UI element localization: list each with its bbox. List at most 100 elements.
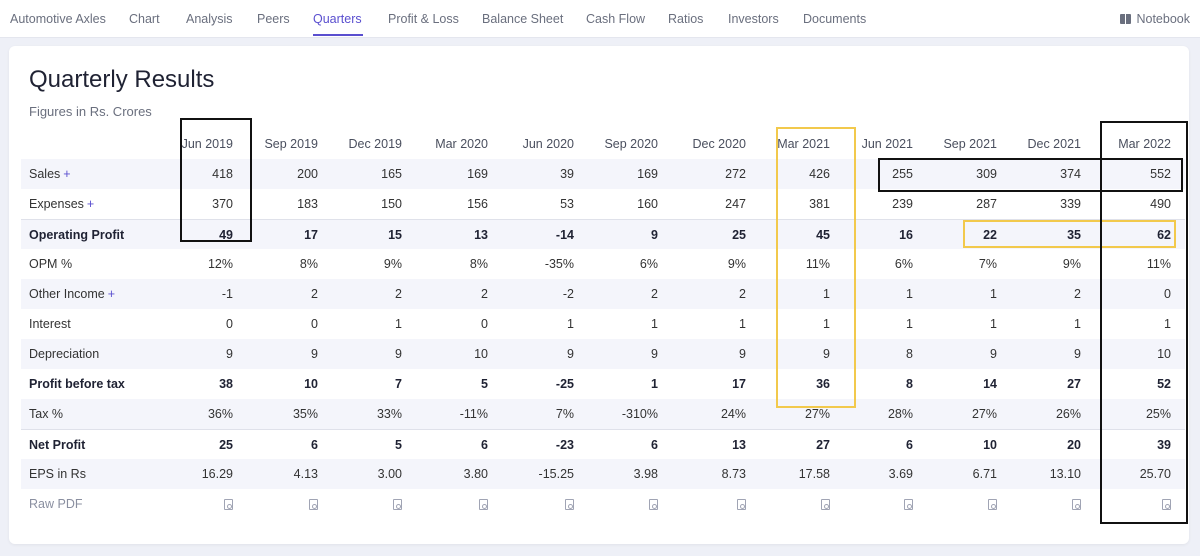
table-cell: 9 (1074, 347, 1081, 361)
table-header-row: Jun 2019 Sep 2019 Dec 2019 Mar 2020 Jun 2020… (21, 129, 1185, 159)
table-cell: 17.58 (798, 467, 830, 481)
table-cell: 3.00 (377, 467, 402, 481)
pdf-file-icon[interactable] (479, 499, 488, 511)
table-cell: 8 (906, 377, 913, 391)
column-header: Jun 2019 (181, 137, 233, 151)
raw-pdf-cell (494, 489, 574, 519)
nav-peers[interactable]: Peers (257, 12, 290, 26)
notebook-button[interactable]: Notebook (1120, 12, 1190, 26)
table-cell: 11% (805, 257, 830, 271)
table-cell: 426 (809, 167, 830, 181)
pdf-file-icon[interactable] (988, 499, 997, 511)
table-cell: 52 (1157, 377, 1171, 391)
row-label-text: Operating Profit (29, 228, 125, 242)
raw-pdf-cell (666, 489, 746, 519)
table-cell: 1 (739, 317, 746, 331)
pdf-file-icon[interactable] (1072, 499, 1081, 511)
table-cell: 8% (299, 257, 318, 271)
expand-plus-icon[interactable]: + (86, 197, 95, 211)
table-cell: -310% (621, 407, 658, 421)
table-cell: 272 (725, 167, 746, 181)
row-label[interactable]: Expenses + (29, 189, 94, 219)
pdf-file-icon[interactable] (737, 499, 746, 511)
pdf-file-icon[interactable] (309, 499, 318, 511)
table-cell: 200 (297, 167, 318, 181)
table-cell: 7% (555, 407, 574, 421)
table-cell: 0 (481, 317, 488, 331)
table-cell: 13 (732, 438, 746, 452)
column-header: Dec 2020 (692, 137, 746, 151)
row-label[interactable]: Other Income + (29, 279, 115, 309)
table-cell: 35% (292, 407, 318, 421)
column-header: Dec 2021 (1027, 137, 1081, 151)
table-cell: -35% (544, 257, 574, 271)
pdf-file-icon[interactable] (565, 499, 574, 511)
table-cell: 9 (311, 347, 318, 361)
table-cell: 39 (560, 167, 574, 181)
raw-pdf-label: Raw PDF (29, 497, 83, 511)
nav-quarters[interactable]: Quarters (313, 12, 362, 26)
table-cell: 6% (894, 257, 913, 271)
nav-analysis[interactable]: Analysis (186, 12, 233, 26)
table-cell: 169 (637, 167, 658, 181)
nav-documents[interactable]: Documents (803, 12, 867, 26)
table-cell: 27% (971, 407, 997, 421)
table-cell: 169 (467, 167, 488, 181)
pdf-file-icon[interactable] (904, 499, 913, 511)
pdf-file-icon[interactable] (393, 499, 402, 511)
row-label-text: Expenses (29, 197, 84, 211)
table-row: Tax % 36% 35% 33% -11% 7% -310% 24% 27% 28% 27% 26%… (21, 399, 1185, 429)
table-cell: 183 (297, 197, 318, 211)
nav-company-name[interactable]: Automotive Axles (10, 12, 106, 26)
column-header: Dec 2019 (348, 137, 402, 151)
nav-balance-sheet[interactable]: Balance Sheet (482, 12, 564, 26)
row-label: EPS in Rs (29, 459, 86, 489)
table-cell: 8 (906, 347, 913, 361)
table-cell: 0 (1164, 287, 1171, 301)
table-cell: 1 (1164, 317, 1171, 331)
column-header: Jun 2020 (522, 137, 574, 151)
active-tab-indicator (313, 34, 363, 36)
table-cell: 374 (1060, 167, 1081, 181)
table-cell: 6 (311, 438, 318, 452)
column-header: Jun 2021 (861, 137, 913, 151)
row-label[interactable]: Sales + (29, 159, 71, 189)
table-cell: 1 (990, 317, 997, 331)
table-row: Sales +418 200 165 169 39 169 272 426 255 309 374 55… (21, 159, 1185, 189)
table-cell: 33% (376, 407, 402, 421)
nav-ratios[interactable]: Ratios (668, 12, 704, 26)
table-cell: 9 (651, 228, 658, 242)
table-cell: 8% (469, 257, 488, 271)
table-row: OPM % 12% 8% 9% 8% -35% 6% 9% 11% 6% 7% 9% 11% (21, 249, 1185, 279)
pdf-file-icon[interactable] (821, 499, 830, 511)
nav-chart[interactable]: Chart (129, 12, 160, 26)
pdf-file-icon[interactable] (1162, 499, 1171, 511)
table-cell: 25 (219, 438, 233, 452)
expand-plus-icon[interactable]: + (107, 287, 116, 301)
table-cell: 49 (219, 228, 233, 242)
row-label-text: OPM % (29, 257, 73, 271)
table-cell: 1 (906, 287, 913, 301)
table-cell: 255 (892, 167, 913, 181)
nav-investors[interactable]: Investors (728, 12, 779, 26)
nav-profit-loss[interactable]: Profit & Loss (388, 12, 459, 26)
table-cell: -15.25 (538, 467, 574, 481)
figures-unit-note: Figures in Rs. Crores (29, 104, 152, 119)
table-cell: 1 (823, 287, 830, 301)
nav-cash-flow[interactable]: Cash Flow (586, 12, 646, 26)
table-cell: -25 (555, 377, 574, 391)
table-cell: 6 (651, 438, 658, 452)
pdf-file-icon[interactable] (649, 499, 658, 511)
expand-plus-icon[interactable]: + (63, 167, 71, 181)
table-cell: 381 (809, 197, 830, 211)
column-header: Mar 2022 (1118, 137, 1171, 151)
table-cell: 17 (732, 377, 746, 391)
table-cell: 36% (207, 407, 233, 421)
table-cell: 36 (816, 377, 830, 391)
table-cell: 10 (474, 347, 488, 361)
table-cell: 3.98 (633, 467, 658, 481)
table-cell: 24% (720, 407, 746, 421)
table-cell: -2 (562, 287, 574, 301)
pdf-file-icon[interactable] (224, 499, 233, 511)
row-label-text: Depreciation (29, 347, 100, 361)
